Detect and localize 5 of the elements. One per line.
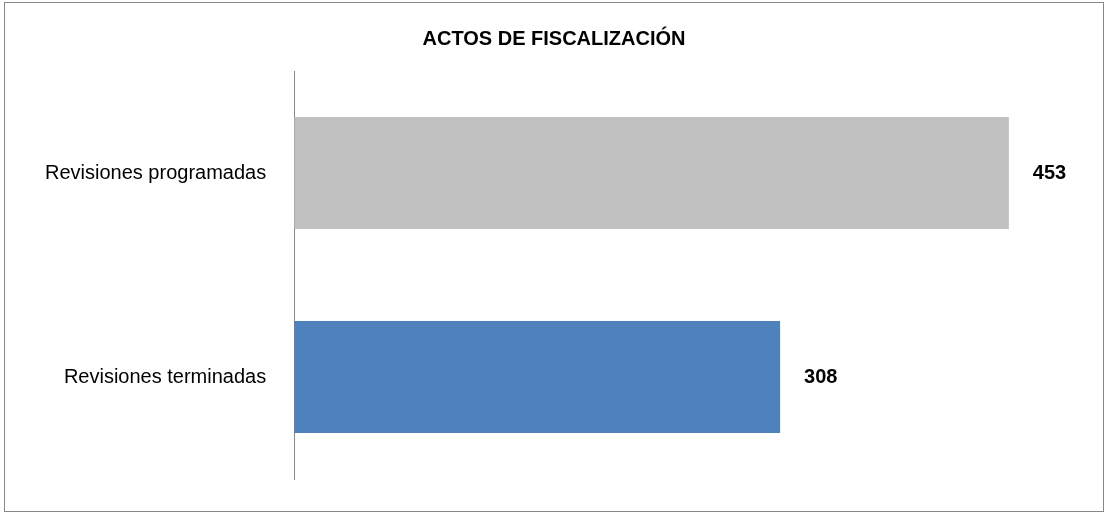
y-tick-label: Revisiones terminadas <box>63 364 267 387</box>
chart-title: ACTOS DE FISCALIZACIÓN <box>422 25 686 49</box>
y-tick-label: Revisiones programadas <box>44 160 267 183</box>
data-label: 453 <box>1032 160 1067 183</box>
data-label: 308 <box>804 364 838 387</box>
